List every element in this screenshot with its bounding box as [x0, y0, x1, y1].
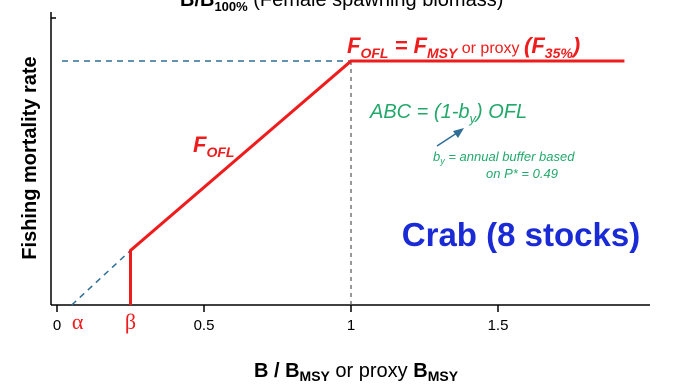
crab-stocks-label: Crab (8 stocks) [402, 216, 640, 253]
abc-formula-label: ABC = (1-by) OFL [369, 101, 527, 126]
alpha-label: α [72, 309, 84, 334]
x-ticks: 0 0.5 1 1.5 [53, 305, 509, 334]
beta-label: β [125, 309, 136, 334]
fofl-slope-label: FOFL [193, 132, 234, 160]
fofl-equals-fmsy-label: FOFL = FMSY or proxy (F35%) [347, 33, 580, 61]
buffer-note-line2: on P* = 0.49 [486, 166, 558, 181]
fofl-control-rule-line [129, 59, 625, 305]
x-tick-label: 0.5 [194, 317, 215, 334]
chart-title: B/B100% (Female spawning biomass) [180, 0, 503, 14]
buffer-note-line1: by = annual buffer based [433, 149, 575, 166]
extrapolation-line [71, 249, 132, 306]
x-axis-label: B / BMSY or proxy BMSY [254, 360, 459, 384]
x-tick-label: 0 [53, 317, 61, 334]
buffer-arrow-head [453, 128, 464, 138]
x-tick-label: 1.5 [488, 317, 509, 334]
x-tick-label: 1 [347, 317, 355, 334]
y-axis-label: Fishing mortality rate [19, 56, 41, 259]
